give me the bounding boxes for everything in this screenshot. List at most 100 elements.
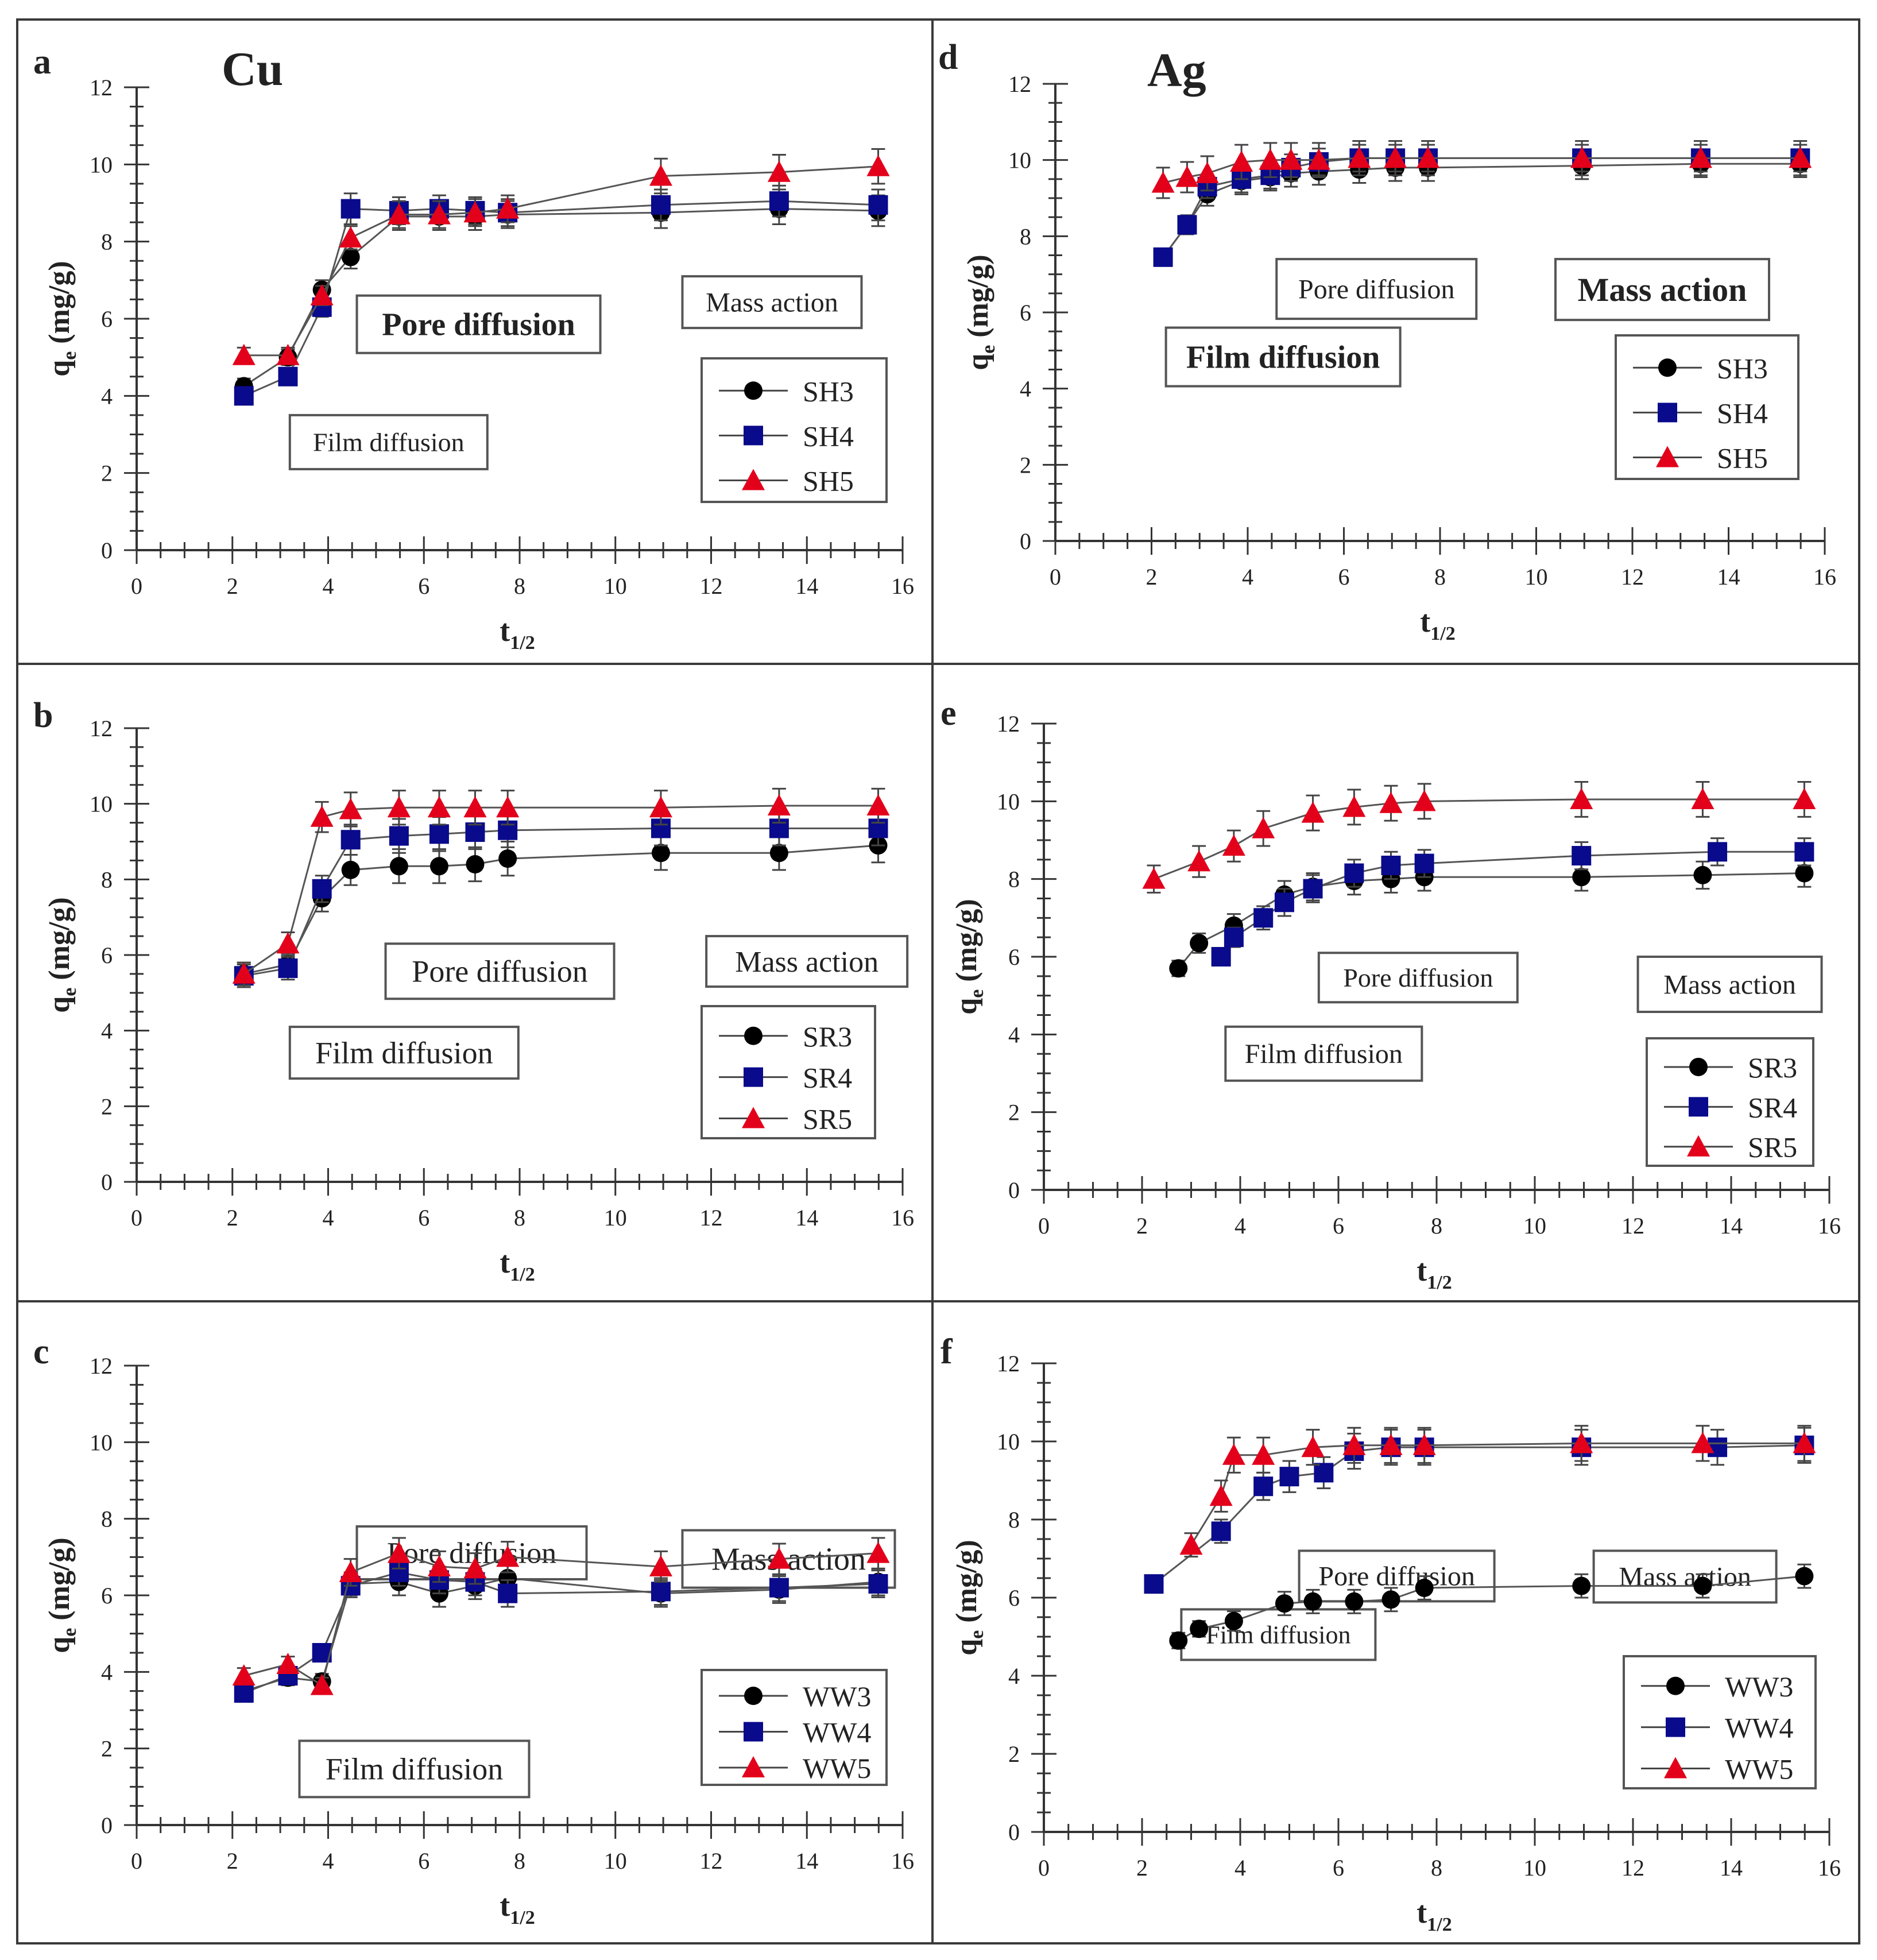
x-axis-label: t1/2 [500,1888,535,1928]
y-tick-label: 6 [101,306,113,332]
y-tick-label: 8 [101,1506,113,1532]
data-point [1691,787,1715,809]
annotation-label: Pore diffusion [1318,1561,1474,1592]
data-point [868,195,888,215]
annotation-label: Mass action [706,287,838,318]
x-tick-label: 10 [604,1205,627,1231]
data-point [651,1582,671,1602]
y-tick-label: 8 [101,867,113,892]
x-axis-label: t1/2 [1420,604,1455,644]
panel-letter: a [33,42,51,82]
data-point [427,1555,451,1576]
x-tick-label: 14 [1717,564,1740,590]
legend-marker [742,469,765,490]
data-point [769,844,788,863]
chart-panel-e: e 0 2 4 6 8 10 12 0 2 4 6 8 10 12 14 16 t1/2 qe (mg/g) Film… [941,694,1841,1293]
annotation-box [355,294,602,354]
x-tick-label: 14 [1720,1213,1743,1239]
x-tick-label: 2 [1136,1213,1148,1239]
data-point [278,958,298,979]
data-point [1274,892,1294,913]
x-tick-label: 10 [1523,1855,1546,1881]
y-tick-label: 0 [1008,1819,1020,1845]
annotation-label: Film diffusion [1245,1039,1403,1069]
x-tick-label: 10 [1525,564,1548,590]
data-point [1795,1567,1814,1586]
data-point [868,1574,888,1594]
legend-box [701,357,888,503]
annotation-label: Mass action [735,946,878,979]
x-tick-label: 6 [418,1205,429,1231]
annotation-label: Film diffusion [315,1035,493,1070]
data-point [1381,1590,1400,1609]
y-tick-label: 12 [90,1353,113,1379]
y-tick-label: 4 [1020,376,1031,402]
series-WW5 [1179,1425,1816,1558]
data-point [1303,879,1323,899]
data-point [1342,795,1366,817]
data-point [234,1683,254,1703]
data-point [232,962,256,984]
data-point [1314,1463,1334,1483]
data-point [1279,1467,1299,1487]
legend-label: SR4 [1748,1091,1797,1123]
data-point [1689,146,1712,168]
legend-label: WW3 [803,1680,871,1712]
data-point [341,860,360,879]
data-point [649,164,672,186]
data-point [767,160,791,182]
x-tick-label: 0 [131,1848,142,1874]
legend-label: WW5 [1725,1753,1793,1785]
y-tick-label: 8 [1008,1507,1020,1533]
x-tick-label: 6 [1338,564,1350,590]
x-tick-label: 0 [1038,1855,1050,1881]
data-point [1211,1521,1231,1541]
legend-label: SH4 [1717,397,1768,429]
x-axis-label: t1/2 [500,613,535,654]
y-tick-label: 6 [101,1583,113,1609]
legend: WW3 WW4 WW5 [1623,1655,1817,1789]
data-point [1175,165,1199,187]
data-point [387,1541,411,1563]
data-point [1301,801,1325,823]
x-axis-label: t1/2 [1417,1253,1452,1293]
data-point [389,826,409,846]
data-point [310,1673,334,1695]
x-tick-label: 2 [227,1848,238,1874]
legend-label: WW4 [1725,1712,1793,1744]
data-point [1301,1436,1325,1458]
legend-marker [742,1107,765,1128]
annotation-label: Mass action [711,1542,866,1578]
legend-marker [744,1722,763,1742]
x-tick-label: 12 [700,1205,723,1231]
data-point [427,796,451,818]
legend-marker [1656,446,1679,467]
data-point [340,199,361,219]
data-point [1153,247,1173,267]
data-point [866,1541,890,1563]
data-point [1345,1592,1364,1611]
y-tick-label: 2 [1008,1741,1020,1767]
x-tick-label: 0 [1038,1213,1050,1239]
x-tick-label: 2 [227,573,238,599]
x-tick-label: 2 [1146,564,1158,590]
y-tick-label: 8 [1020,223,1031,249]
y-tick-label: 12 [997,1351,1020,1377]
y-axis-label: qe (mg/g) [962,254,999,370]
y-axis-label: qe (mg/g) [43,897,80,1012]
legend: SH3 SH4 SH5 [1615,334,1799,480]
legend-label: SH5 [1717,442,1768,474]
annotation-box [384,942,616,1000]
y-tick-label: 10 [997,788,1020,814]
annotation-label: Film diffusion [313,428,465,457]
x-tick-label: 6 [1333,1213,1344,1239]
y-tick-label: 4 [101,383,113,409]
data-point [1417,146,1440,168]
data-point [769,191,789,211]
data-point [649,1555,672,1576]
data-point [866,794,890,815]
data-point [232,343,256,365]
x-tick-label: 14 [795,1848,818,1874]
data-point [767,1547,791,1569]
data-point [1190,1619,1209,1638]
